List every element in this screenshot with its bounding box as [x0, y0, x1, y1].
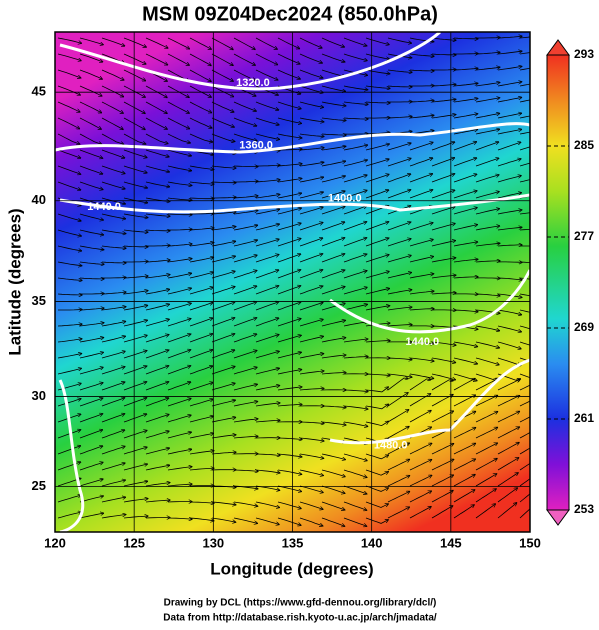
- y-tick-label: 30: [32, 388, 46, 403]
- colorbar-tick-label: 261: [574, 411, 594, 425]
- contour-label: 1400.0: [328, 193, 362, 205]
- x-tick-label: 130: [202, 535, 224, 550]
- x-tick-label: 140: [361, 535, 383, 550]
- y-tick-label: 25: [32, 478, 46, 493]
- footer-line: Data from http://database.rish.kyoto-u.a…: [163, 613, 437, 624]
- colorbar-tick-label: 293: [574, 47, 594, 61]
- title: MSM 09Z04Dec2024 (850.0hPa): [142, 3, 438, 25]
- colorbar-tick-label: 253: [574, 502, 594, 516]
- contour-label: 1440.0: [406, 336, 440, 348]
- contour-label: 1360.0: [239, 139, 273, 151]
- contour-label: 1320.0: [236, 77, 270, 89]
- y-axis-label: Latitude (degrees): [5, 208, 24, 355]
- colorbar-tick-label: 269: [574, 320, 594, 334]
- y-tick-label: 40: [32, 192, 46, 207]
- x-axis-label: Longitude (degrees): [210, 559, 373, 578]
- colorbar-tick-label: 285: [574, 138, 594, 152]
- colorbar: [547, 55, 569, 510]
- y-tick-label: 35: [32, 293, 46, 308]
- contour-label: 1440.0: [87, 201, 121, 213]
- x-tick-label: 120: [44, 535, 66, 550]
- x-tick-label: 145: [440, 535, 462, 550]
- colorbar-min-arrow: [547, 510, 569, 525]
- footer-line: Drawing by DCL (https://www.gfd-dennou.o…: [164, 598, 437, 609]
- x-tick-label: 150: [519, 535, 541, 550]
- colorbar-tick-label: 277: [574, 229, 594, 243]
- x-tick-label: 135: [282, 535, 304, 550]
- x-tick-label: 125: [123, 535, 145, 550]
- y-tick-label: 45: [32, 84, 46, 99]
- colorbar-max-arrow: [547, 40, 569, 55]
- contour-label: 1480.0: [374, 440, 408, 452]
